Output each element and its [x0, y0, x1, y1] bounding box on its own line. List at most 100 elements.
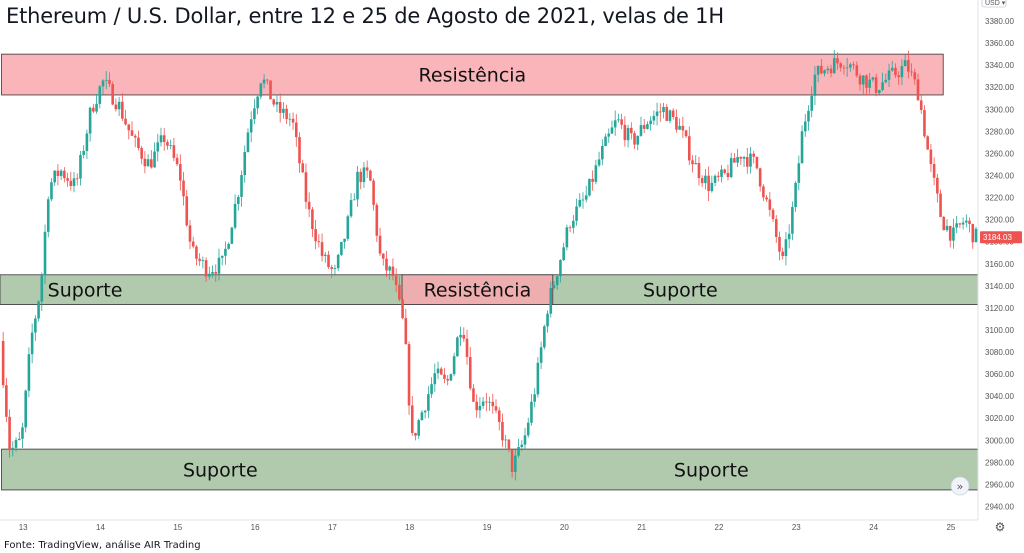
zone-label-4: Suporte: [183, 460, 258, 482]
candle-body-192: [620, 119, 623, 125]
candle-body-200: [646, 124, 649, 129]
candle-body-108: [349, 200, 353, 217]
candle-body-72: [233, 203, 237, 228]
y-axis: 2940.00 2960.00 2980.00 3000.00 3020.00 3040.…: [977, 0, 1022, 520]
gear-icon[interactable]: ⚙: [995, 520, 1006, 534]
zones-layer: [0, 53, 979, 491]
candle-body-167: [539, 347, 543, 363]
candle-body-35: [114, 104, 118, 110]
candle-body-4: [14, 439, 18, 448]
candle-body-173: [559, 260, 562, 277]
candle-body-174: [562, 247, 565, 261]
candle-body-42: [137, 137, 140, 149]
candle-body-47: [153, 151, 156, 168]
candles-layer: [1, 49, 978, 481]
candle-body-251: [810, 95, 814, 111]
candle-body-181: [584, 195, 588, 200]
candle-body-216: [697, 162, 701, 179]
zone-rect-4: [1, 448, 979, 491]
candle-body-207: [668, 110, 672, 121]
candle-body-263: [849, 64, 852, 68]
candle-body-177: [572, 220, 575, 228]
candle-body-36: [117, 101, 121, 110]
candle-body-7: [24, 390, 27, 428]
candle-body-119: [385, 258, 388, 271]
candle-body-228: [736, 156, 739, 163]
candle-body-285: [919, 100, 923, 111]
candle-body-43: [140, 148, 143, 159]
candle-body-104: [336, 254, 340, 269]
candle-body-26: [85, 133, 89, 152]
candle-body-34: [111, 84, 114, 105]
candle-body-122: [394, 276, 398, 285]
candle-body-169: [546, 313, 549, 327]
candle-body-229: [739, 156, 743, 159]
candle-body-196: [633, 133, 636, 145]
y-tick-label: 3100.00: [985, 326, 1014, 335]
x-tick-label: 18: [405, 523, 414, 532]
candle-body-248: [800, 131, 804, 164]
candle-body-127: [410, 405, 414, 434]
y-tick-label: 3280.00: [985, 127, 1014, 136]
candle-body-144: [465, 338, 469, 357]
candle-body-62: [201, 260, 205, 261]
candle-body-163: [526, 422, 530, 436]
candle-body-134: [433, 373, 437, 385]
candle-body-168: [543, 326, 546, 348]
candle-body-105: [340, 241, 343, 255]
candle-body-87: [282, 108, 285, 113]
candle-body-101: [327, 254, 330, 268]
candle-body-110: [356, 171, 359, 200]
candle-body-76: [246, 132, 250, 152]
candle-body-100: [323, 254, 327, 256]
candle-body-9: [30, 332, 34, 355]
double-chevron-icon: »: [957, 480, 964, 493]
candle-body-31: [101, 80, 105, 87]
candle-body-188: [607, 133, 611, 137]
scroll-to-latest-button[interactable]: [950, 476, 970, 496]
candle-body-97: [314, 229, 317, 242]
candle-body-90: [291, 118, 295, 123]
zone-label-5: Suporte: [674, 460, 749, 482]
candle-body-51: [166, 142, 169, 146]
candle-body-30: [98, 86, 102, 104]
candle-body-284: [916, 79, 920, 101]
candle-body-81: [262, 79, 266, 84]
candle-body-244: [787, 233, 791, 240]
candle-body-92: [298, 137, 301, 164]
candle-body-236: [762, 186, 765, 198]
candle-body-45: [146, 159, 150, 167]
candle-body-232: [749, 153, 752, 167]
candle-body-190: [613, 120, 617, 128]
candle-body-211: [681, 125, 685, 131]
candle-body-44: [143, 158, 147, 167]
candle-body-116: [375, 204, 379, 236]
candle-body-14: [46, 199, 50, 232]
candle-body-158: [510, 450, 514, 472]
candle-body-245: [791, 207, 794, 234]
candle-body-217: [700, 178, 704, 184]
candle-body-191: [617, 119, 620, 121]
candle-body-117: [378, 235, 382, 254]
candle-body-15: [50, 182, 53, 200]
candle-body-296: [955, 223, 958, 228]
candle-body-115: [372, 180, 375, 205]
candle-body-143: [462, 334, 466, 339]
candle-body-234: [755, 156, 759, 169]
candle-body-249: [803, 121, 807, 132]
candle-body-289: [932, 163, 936, 178]
candle-body-237: [765, 197, 768, 200]
candle-body-149: [481, 401, 485, 406]
candle-body-73: [237, 196, 240, 204]
candle-body-218: [704, 175, 707, 184]
candle-body-113: [365, 167, 369, 171]
candle-body-220: [710, 182, 714, 192]
candle-body-98: [317, 241, 321, 243]
candle-body-175: [565, 227, 569, 248]
candle-body-159: [514, 455, 517, 472]
candle-body-233: [752, 153, 756, 157]
y-tick-label: 3160.00: [985, 260, 1014, 269]
candle-body-12: [40, 275, 44, 302]
candle-body-95: [307, 201, 311, 210]
